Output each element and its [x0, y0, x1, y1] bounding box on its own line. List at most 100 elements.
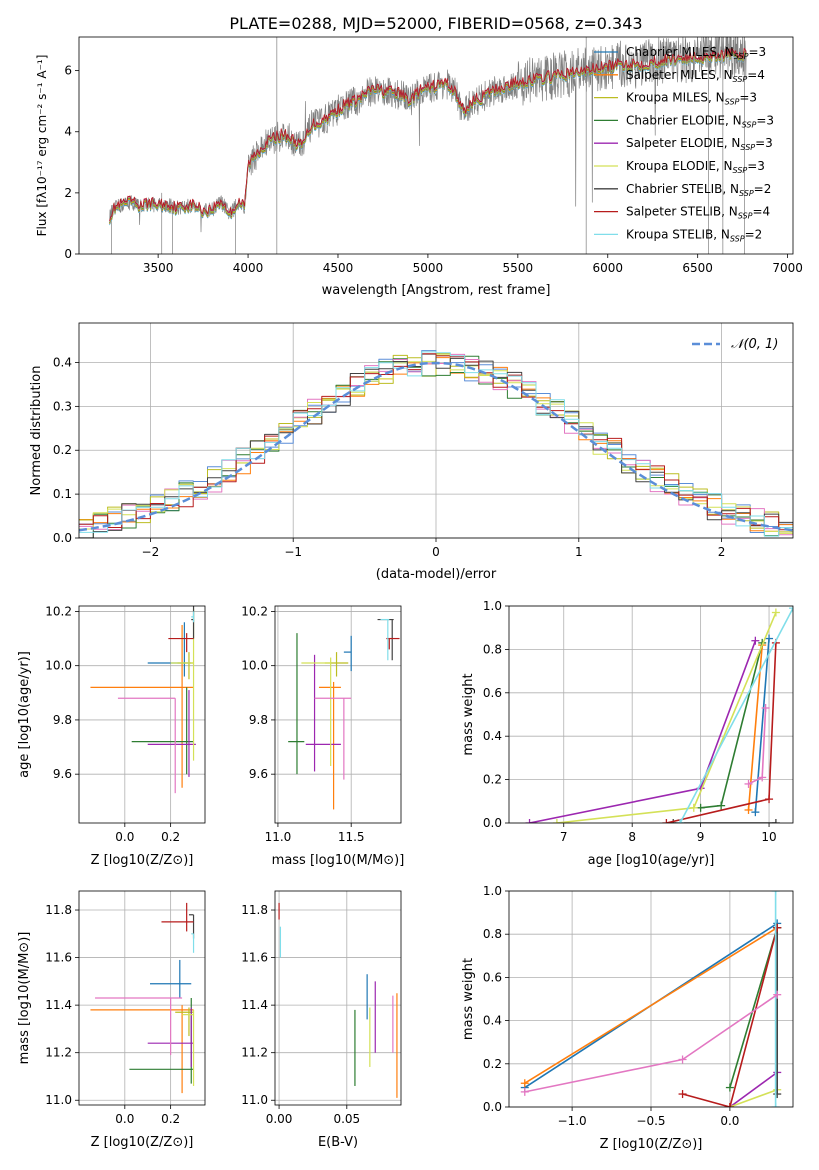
y-tick-label: 9.6 — [249, 767, 268, 781]
legend-label: Salpeter MILES, NSSP=4 — [626, 68, 765, 84]
x-tick-label: 0.00 — [266, 1112, 293, 1126]
x-tick-label: 11.0 — [265, 830, 292, 844]
x-tick-label: 5500 — [503, 261, 534, 275]
weight-line — [729, 1088, 778, 1107]
legend-label: Chabrier ELODIE, NSSP=3 — [626, 113, 774, 129]
y-tick-label: 0.0 — [483, 1100, 502, 1114]
y-tick-label: 9.6 — [53, 767, 72, 781]
y-axis-label: mass weight — [461, 673, 476, 755]
y-tick-label: 0.2 — [53, 443, 72, 457]
x-tick-label: −1 — [284, 545, 302, 559]
y-tick-label: 11.4 — [45, 998, 72, 1012]
plot-area — [278, 902, 398, 1098]
plot-area — [79, 350, 793, 538]
y-tick-label: 11.2 — [241, 1046, 268, 1060]
legend-label: 𝒩(0, 1) — [731, 337, 778, 352]
axes-frame — [78, 36, 794, 255]
legend-label: Kroupa ELODIE, NSSP=3 — [626, 159, 765, 175]
z-age-panel: 0.0 0.2 9.6 9.8 10.0 10.2 Z [log10(Z/Z⊙)] age [… — [17, 604, 206, 868]
x-tick-label: 7000 — [772, 261, 803, 275]
spectrum-panel: 3500 4000 4500 5000 5500 6000 6500 7000 0 2 4 6 wave… — [35, 36, 803, 298]
mass-age-panel: 11.0 11.5 9.6 9.8 10.0 10.2 mass [log10(M/M⊙)] — [241, 604, 404, 868]
weight-line — [729, 927, 778, 1088]
y-tick-label: 0.6 — [483, 686, 502, 700]
x-axis-label: wavelength [Angstrom, rest frame] — [322, 283, 551, 298]
x-tick-label: 1 — [575, 545, 583, 559]
x-tick-label: 6500 — [682, 261, 713, 275]
y-tick-label: 10.0 — [241, 659, 268, 673]
x-tick-label: 3500 — [143, 261, 174, 275]
x-tick-label: 4000 — [233, 261, 264, 275]
axes-frame — [78, 322, 794, 539]
y-tick-label: 9.8 — [249, 713, 268, 727]
y-tick-label: 11.8 — [241, 903, 268, 917]
y-tick-label: 0.3 — [53, 399, 72, 413]
y-tick-label: 0.1 — [53, 487, 72, 501]
axes-frame — [78, 890, 206, 1106]
y-axis-label: mass [log10(M/M⊙)] — [17, 932, 32, 1065]
y-axis-label: mass weight — [461, 958, 476, 1040]
x-tick-label: 0.2 — [161, 1112, 180, 1126]
z-mass-panel: 0.0 0.2 11.0 11.2 11.4 11.6 11.8 Z [log10(Z/Z⊙)… — [17, 890, 206, 1150]
model-spectrum — [109, 47, 747, 221]
histogram-step — [79, 351, 793, 537]
weight-line — [754, 638, 770, 813]
x-tick-label: −2 — [142, 545, 160, 559]
x-tick-label: 7 — [560, 830, 568, 844]
x-tick-label: 2 — [718, 545, 726, 559]
y-tick-label: 0.2 — [483, 773, 502, 787]
x-tick-label: 6000 — [592, 261, 623, 275]
x-axis-label: Z [log10(Z/Z⊙)] — [91, 853, 194, 868]
y-axis-label: Normed distribution — [29, 366, 44, 496]
weight-line — [682, 927, 778, 1107]
x-tick-label: 5000 — [413, 261, 444, 275]
y-tick-label: 11.0 — [45, 1093, 72, 1107]
y-tick-label: 1.0 — [483, 884, 502, 898]
legend-label: Kroupa MILES, NSSP=3 — [626, 91, 757, 107]
y-tick-label: 10.0 — [45, 659, 72, 673]
figure-title: PLATE=0288, MJD=52000, FIBERID=0568, z=0… — [229, 14, 642, 33]
legend-label: Salpeter ELODIE, NSSP=3 — [626, 136, 773, 152]
x-axis-label: (data-model)/error — [376, 567, 497, 582]
y-tick-label: 11.6 — [45, 951, 72, 965]
plot-area — [90, 902, 195, 1094]
y-tick-label: 2 — [64, 186, 72, 200]
y-tick-label: 0.8 — [483, 642, 502, 656]
y-tick-label: 11.0 — [241, 1093, 268, 1107]
ebv-mass-panel: 0.00 0.05 11.0 11.2 11.4 11.6 11.8 E(B-V) — [241, 890, 402, 1150]
y-tick-label: 0 — [64, 247, 72, 261]
legend: Chabrier MILES, NSSP=3 Salpeter MILES, NS… — [594, 45, 774, 243]
x-axis-label: E(B-V) — [318, 1135, 358, 1150]
x-axis-label: Z [log10(Z/Z⊙)] — [600, 1137, 703, 1152]
y-axis-label: Flux [fλ10⁻¹⁷ erg cm⁻² s⁻¹ A⁻¹] — [35, 55, 49, 237]
y-tick-label: 11.6 — [241, 951, 268, 965]
y-tick-label: 0.4 — [483, 1014, 502, 1028]
x-tick-label: 4500 — [323, 261, 354, 275]
gaussian-curve — [79, 361, 793, 532]
legend-label: Salpeter STELIB, NSSP=4 — [626, 205, 770, 221]
y-tick-label: 9.8 — [53, 713, 72, 727]
x-tick-label: 0.2 — [161, 830, 180, 844]
x-tick-label: 0.0 — [115, 830, 134, 844]
axes-frame — [274, 890, 402, 1106]
x-axis-label: mass [log10(M/M⊙)] — [272, 853, 405, 868]
weight-line — [679, 607, 793, 823]
legend-label: Chabrier MILES, NSSP=3 — [626, 45, 766, 61]
axes-frame — [274, 605, 402, 824]
y-tick-label: 0.0 — [483, 816, 502, 830]
plot-area — [520, 891, 782, 1107]
y-tick-label: 0.2 — [483, 1057, 502, 1071]
axes-frame — [508, 890, 794, 1108]
y-tick-label: 10.2 — [241, 604, 268, 618]
residuals-panel: −2 −1 0 1 2 0.0 0.1 0.2 0.3 0.4 (data-model)/error… — [29, 322, 794, 582]
plot-area — [288, 618, 400, 810]
z-weight-panel: −1.0 −0.5 0.0 0.0 0.2 0.4 0.6 0.8 1.0 Z [log10(Z/… — [461, 884, 794, 1152]
x-tick-label: 8 — [628, 830, 636, 844]
y-tick-label: 0.8 — [483, 927, 502, 941]
x-tick-label: 0.0 — [720, 1114, 739, 1128]
y-tick-label: 0.0 — [53, 531, 72, 545]
y-tick-label: 11.4 — [241, 998, 268, 1012]
x-tick-label: −0.5 — [636, 1114, 665, 1128]
y-tick-label: 10.2 — [45, 604, 72, 618]
